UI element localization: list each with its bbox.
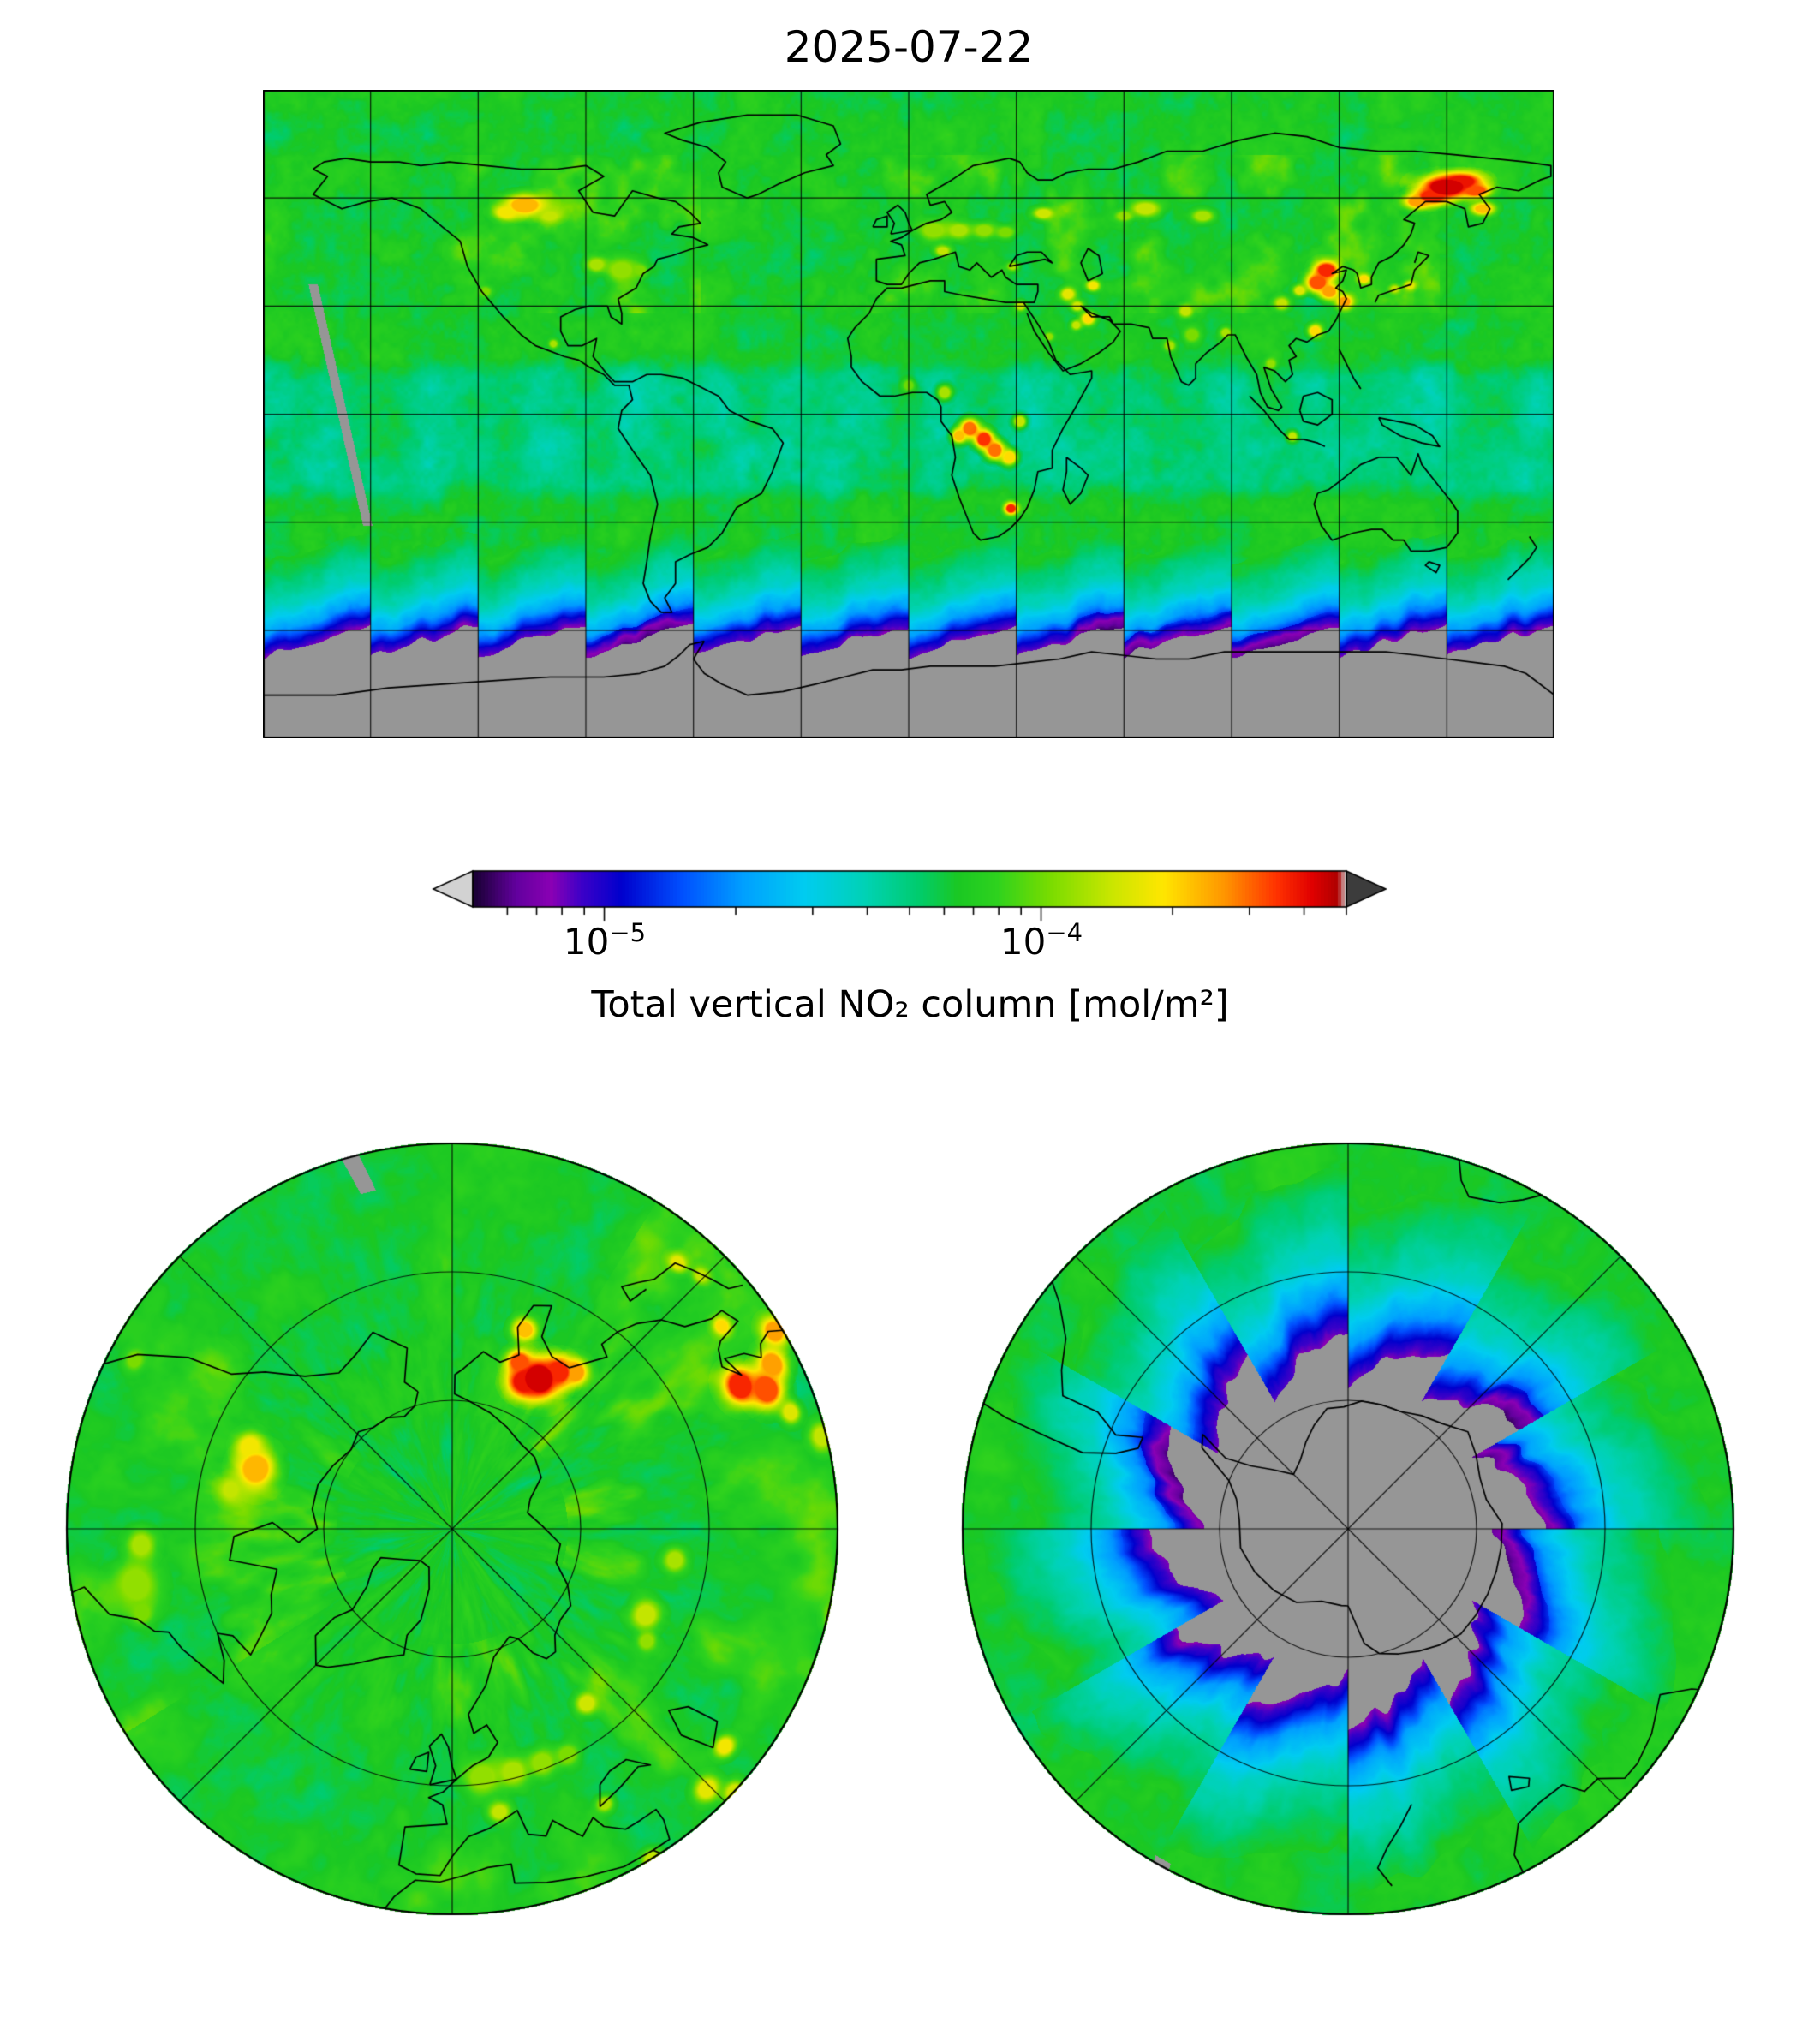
colorbar-tick-label: 10−4 [1000,918,1083,963]
colorbar-label: Total vertical NO₂ column [mol/m²] [591,983,1229,1026]
colorbar-tick-label: 10−5 [564,918,646,963]
tick-exponent: −5 [609,918,647,947]
tick-base: 10 [1000,921,1047,963]
colorbar-canvas [411,856,1405,976]
figure-title: 2025-07-22 [784,22,1034,72]
tick-base: 10 [563,921,610,963]
tick-exponent: −4 [1046,918,1083,947]
south-polar-map-canvas [958,1139,1738,1919]
global-map-canvas [263,90,1554,738]
north-polar-map-canvas [63,1139,842,1919]
